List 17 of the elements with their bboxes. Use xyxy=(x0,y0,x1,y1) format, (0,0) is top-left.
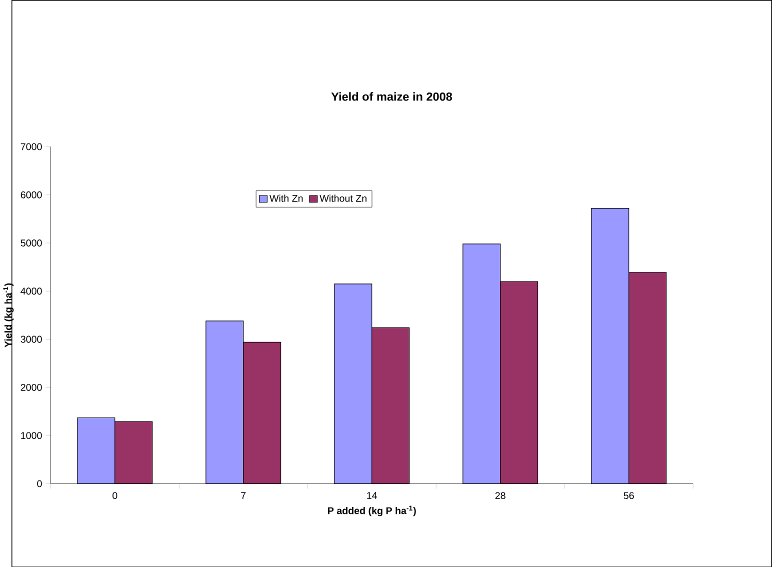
x-axis-title: P added (kg P ha$^{-1}$) xyxy=(328,506,416,516)
x-tick-label: 56 xyxy=(624,492,634,499)
chart-title: Yield of maize in 2008 xyxy=(331,92,452,101)
x-tick-label: 7 xyxy=(241,492,246,499)
x-tick-label: 14 xyxy=(367,492,378,499)
y-tick-label: 0 xyxy=(37,480,42,488)
legend-label: Without Zn xyxy=(320,194,366,202)
y-tick-label: 6000 xyxy=(20,191,42,198)
y-tick-label: 5000 xyxy=(20,239,42,246)
x-tick-label: 28 xyxy=(495,492,506,499)
x-tick-label: 0 xyxy=(112,492,118,499)
y-tick-label: 3000 xyxy=(20,336,42,343)
y-tick-label: 1000 xyxy=(21,432,42,439)
y-tick-label: 7000 xyxy=(20,143,42,150)
legend-label: With Zn xyxy=(270,194,303,202)
y-tick-label: 4000 xyxy=(20,287,42,294)
y-tick-label: 2000 xyxy=(20,384,42,391)
